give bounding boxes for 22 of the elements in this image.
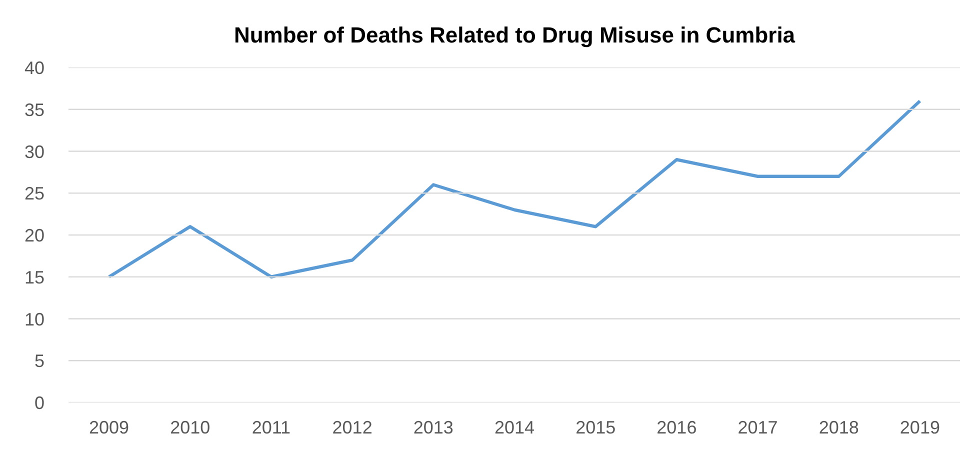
- y-tick-label: 25: [24, 184, 45, 204]
- line-series: [107, 99, 922, 278]
- y-tick-label: 30: [24, 142, 45, 162]
- x-tick-label: 2009: [89, 418, 130, 438]
- x-tick-label: 2010: [170, 418, 210, 438]
- x-tick-label: 2014: [494, 418, 535, 438]
- y-tick-label: 0: [34, 393, 45, 413]
- x-tick-label: 2017: [738, 418, 778, 438]
- x-tick-label: 2011: [252, 418, 291, 438]
- x-tick-label: 2016: [656, 418, 697, 438]
- x-tick-label: 2019: [900, 418, 940, 438]
- chart-title: Number of Deaths Related to Drug Misuse in Cumbria: [234, 22, 796, 48]
- y-tick-label: 10: [24, 309, 45, 330]
- y-tick-label: 35: [24, 100, 45, 120]
- x-tick-label: 2012: [332, 418, 372, 438]
- y-tick-label: 5: [34, 351, 45, 372]
- x-tick-label: 2015: [576, 418, 616, 438]
- y-tick-label: 20: [24, 226, 45, 246]
- y-tick-label: 15: [24, 267, 45, 288]
- x-tick-label: 2018: [818, 418, 859, 438]
- x-tick-label: 2013: [413, 418, 454, 438]
- y-tick-label: 40: [24, 58, 45, 78]
